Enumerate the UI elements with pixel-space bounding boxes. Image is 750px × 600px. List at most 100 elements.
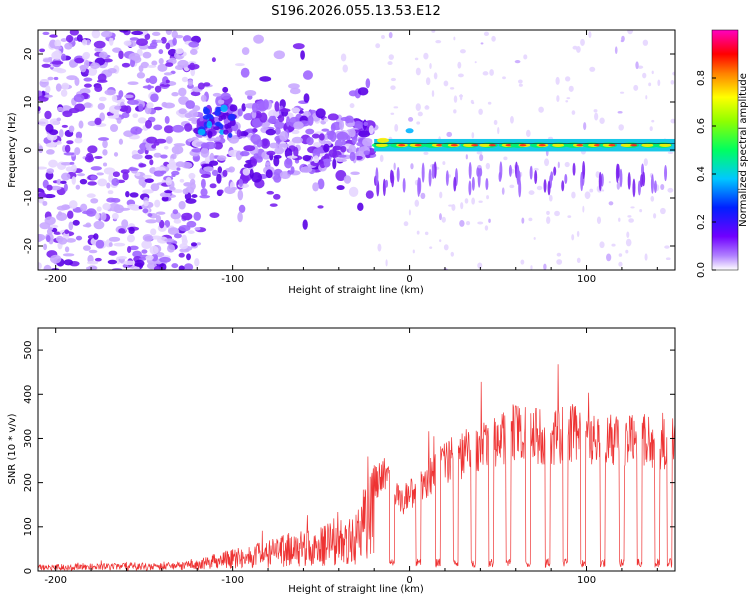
spectrogram-cell — [160, 36, 167, 44]
spectrogram-cell — [595, 171, 600, 178]
spectrogram-cell — [229, 104, 238, 112]
y-tick-label: 0 — [23, 568, 34, 574]
colorbar: 0.0 0.2 0.4 0.6 0.8 Normalized spectral ampl… — [696, 29, 749, 278]
spectrogram-cell — [113, 242, 126, 247]
spectrogram-cell — [140, 61, 149, 69]
spectrogram-cell — [159, 192, 171, 198]
y-tick-label: -10 — [23, 190, 34, 206]
spectrogram-cell — [130, 58, 136, 68]
spectrogram-cell — [102, 149, 108, 156]
spectrogram-cell — [93, 233, 99, 240]
spectrogram-cell — [90, 175, 97, 180]
spectrogram-cell — [601, 189, 605, 192]
spectrogram-cell — [124, 94, 134, 99]
spectrogram-cell — [75, 184, 81, 190]
spectrogram-cell — [273, 193, 281, 200]
spectrogram-cell — [118, 138, 124, 145]
spectrogram-cell — [61, 124, 68, 128]
spectrogram-cell — [38, 262, 42, 270]
spectrogram-cell — [357, 87, 369, 96]
x-tick-label: 100 — [577, 575, 596, 586]
spectrogram-cell — [530, 265, 533, 270]
spectrogram-cell — [468, 180, 472, 196]
spectrogram-cell — [144, 178, 154, 183]
spectrogram-cell — [178, 224, 191, 232]
spectrogram-cell — [478, 108, 483, 115]
spectrogram-cell — [576, 144, 584, 147]
spectrogram-cell — [146, 102, 154, 109]
spectrogram-cell — [660, 207, 666, 215]
spectrogram-cell — [197, 128, 206, 136]
spectrogram-cell — [650, 195, 655, 202]
spectrogram-cell — [417, 111, 423, 117]
spectrogram-cell — [300, 166, 313, 173]
spectrogram-cell — [332, 158, 337, 170]
spectrogram-cell — [226, 122, 232, 129]
spectrogram-cell — [323, 158, 331, 168]
spectrogram-x-label: Height of straight line (km) — [288, 285, 424, 296]
spectrogram-cell — [620, 39, 624, 43]
spectrogram-cell — [644, 253, 648, 261]
spectrogram-cell — [493, 119, 498, 126]
spectrogram-cell — [457, 61, 462, 69]
spectrogram-cell — [363, 150, 370, 156]
spectrogram-cell — [163, 72, 173, 76]
spectrogram-cell — [87, 181, 97, 186]
spectrogram-cell — [60, 161, 73, 166]
spectrogram-cell — [470, 99, 474, 104]
spectrogram-cell — [435, 40, 442, 44]
spectrogram-cell — [363, 121, 368, 127]
spectrogram-cell — [137, 117, 147, 124]
spectrogram-cell — [125, 190, 130, 198]
spectrogram-cell — [55, 83, 62, 92]
spectrogram-cell — [377, 243, 382, 252]
spectrogram-cell — [95, 239, 105, 249]
spectrogram-cell — [571, 110, 576, 115]
spectrogram-cell — [480, 42, 484, 45]
spectrogram-cell — [300, 50, 305, 60]
spectrogram-cell — [200, 147, 210, 158]
spectrogram-cell — [120, 169, 130, 174]
spectrogram-cell — [136, 38, 148, 47]
spectrogram-cell — [151, 60, 158, 66]
spectrogram-cell — [116, 116, 122, 124]
spectrogram-cell — [593, 144, 601, 147]
spectrogram-cell — [143, 200, 149, 207]
spectrogram-cell — [243, 113, 255, 121]
spectrogram-cell — [348, 186, 359, 198]
spectrogram-cell — [91, 30, 101, 39]
spectrogram-cell — [194, 258, 200, 267]
x-tick-label: 100 — [577, 274, 596, 285]
spectrogram-cell — [632, 178, 636, 198]
spectrogram-cell — [556, 259, 563, 265]
spectrogram-cell — [284, 158, 293, 169]
spectrogram-cell — [528, 190, 535, 195]
spectrogram-cell — [59, 129, 64, 138]
spectrogram-cell — [138, 257, 147, 261]
spectrogram-cell — [667, 187, 674, 193]
spectrogram-cell — [608, 144, 616, 147]
spectrogram-cell — [453, 95, 458, 103]
spectrogram-cell — [75, 235, 83, 241]
spectrogram-cell — [485, 178, 489, 191]
colorbar-tick-label: 0.6 — [696, 118, 707, 134]
spectrogram-cell — [340, 145, 347, 153]
spectrogram-cell — [321, 128, 330, 132]
spectrogram-cell — [159, 219, 165, 229]
spectrogram-cell — [643, 158, 648, 166]
spectrogram-cell — [93, 40, 106, 49]
snr-series-line — [38, 364, 675, 571]
spectrogram-cell — [488, 218, 491, 223]
spectrogram-cell — [222, 86, 229, 93]
spectrogram-cell — [171, 145, 184, 155]
spectrogram-cell — [141, 249, 148, 254]
spectrogram-cell — [307, 115, 314, 126]
spectrogram-cell — [147, 212, 153, 217]
spectrogram-cell — [614, 46, 618, 55]
spectrogram-cell — [465, 154, 468, 160]
spectrogram-cell — [155, 214, 162, 223]
spectrogram-cell — [453, 109, 457, 114]
spectrogram-cell — [657, 79, 661, 87]
spectrogram-cell — [637, 65, 644, 69]
spectrogram-cell — [172, 189, 184, 194]
